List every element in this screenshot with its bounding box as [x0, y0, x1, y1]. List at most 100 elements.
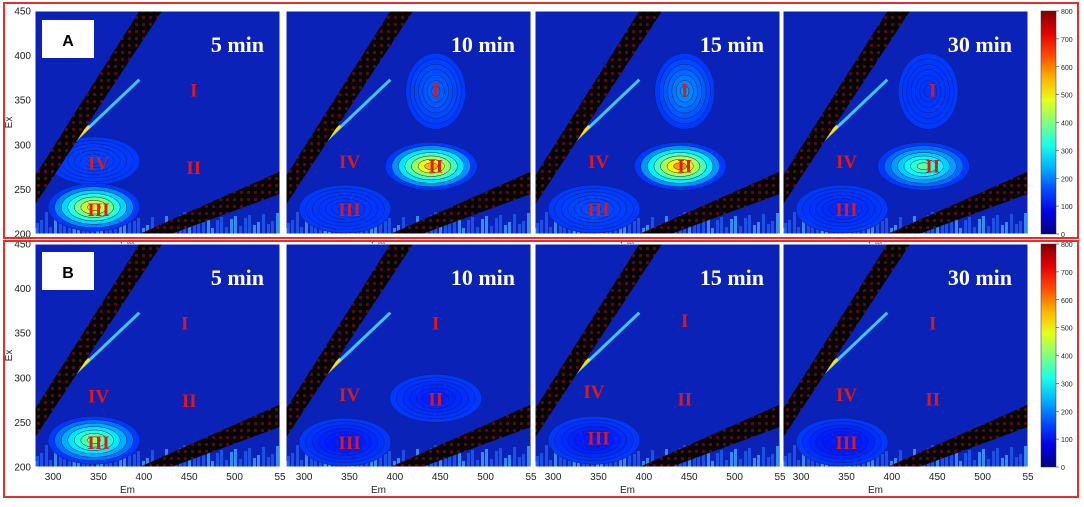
noise-mark — [899, 217, 902, 234]
noise-mark — [40, 220, 43, 234]
noise-mark — [623, 452, 626, 467]
noise-mark — [1015, 224, 1018, 234]
noise-mark — [757, 455, 760, 467]
noise-mark — [287, 223, 290, 234]
colorbar-tick-label: 500 — [1061, 326, 1073, 333]
noise-mark — [1001, 225, 1004, 234]
noise-mark — [123, 219, 126, 234]
time-label: 5 min — [211, 265, 264, 290]
region-label-IV: IV — [588, 152, 609, 173]
region-label-III: III — [87, 200, 109, 221]
panel-b-colorbar: 0 100 200 300 400 500 600 700 800 — [1040, 242, 1073, 472]
subplot-border — [285, 10, 532, 235]
noise-mark — [495, 218, 498, 234]
noise-mark — [527, 213, 530, 234]
noise-mark — [202, 454, 205, 467]
noise-mark — [388, 218, 391, 234]
noise-mark — [1024, 446, 1027, 467]
noise-mark — [397, 458, 400, 467]
peak-III — [47, 182, 141, 232]
noise-mark — [137, 451, 140, 467]
scatter-band-lower — [139, 171, 280, 234]
noise-mark — [711, 461, 714, 467]
noise-mark — [73, 461, 76, 467]
subplot-plot-area — [535, 11, 780, 234]
noise-mark — [545, 445, 548, 467]
panel-b-ytick: 200 — [14, 463, 31, 474]
subplot-plot-area — [535, 244, 780, 467]
region-label-IV: IV — [339, 152, 360, 173]
xlabel: Em — [371, 485, 386, 496]
noise-mark — [276, 213, 279, 234]
panel-a-colorbar: 0 100 200 300 400 500 600 700 800 — [1040, 9, 1073, 239]
peak-III — [547, 415, 641, 465]
noise-mark — [788, 220, 791, 234]
noise-mark — [133, 454, 136, 467]
noise-mark — [220, 217, 223, 234]
colorbar-tick-label: 700 — [1061, 270, 1073, 277]
peak-contour — [87, 157, 101, 165]
panel-label-box — [42, 252, 94, 290]
peak-contour — [338, 438, 352, 446]
xtick: 300 — [545, 472, 562, 483]
noise-mark — [462, 461, 465, 467]
subplot-plot-area — [35, 11, 280, 234]
peak-contour — [87, 203, 101, 211]
noise-mark — [393, 228, 396, 234]
noise-mark — [549, 227, 552, 234]
noise-mark — [49, 460, 52, 467]
region-label-III: III — [87, 433, 109, 454]
noise-mark — [499, 215, 502, 234]
noise-mark — [207, 446, 210, 467]
noise-mark — [554, 452, 557, 467]
colorbar-tick-label: 700 — [1061, 37, 1073, 44]
noise-mark — [462, 228, 465, 234]
peak-contour — [424, 162, 439, 170]
colorbar-tick-label: 300 — [1061, 148, 1073, 155]
noise-mark — [467, 453, 470, 467]
panel-a-ytick: 200 — [14, 230, 31, 241]
noise-mark — [642, 461, 645, 467]
noise-mark — [244, 451, 247, 467]
scatter-band-upper — [286, 244, 414, 438]
noise-mark — [978, 452, 981, 467]
panel-b-ytick: 350 — [14, 329, 31, 340]
xtick: 350 — [590, 472, 607, 483]
panel-a-ytick: 450 — [14, 7, 31, 18]
noise-mark — [188, 222, 191, 234]
region-label-I: I — [929, 313, 936, 334]
noise-mark — [45, 445, 48, 467]
noise-mark — [702, 454, 705, 467]
region-label-IV: IV — [836, 385, 857, 406]
noise-mark — [253, 225, 256, 234]
region-label-I: I — [432, 313, 439, 334]
xlabel: Em — [868, 485, 883, 496]
scatter-band-lower — [390, 404, 531, 467]
xtick: 400 — [636, 472, 653, 483]
panel-b-label: B — [42, 252, 94, 290]
xtick: 450 — [432, 472, 449, 483]
region-label-II: II — [677, 389, 692, 410]
xtick: 500 — [974, 472, 991, 483]
region-label-III: III — [835, 433, 857, 454]
peak-I — [654, 53, 715, 130]
region-label-III: III — [338, 433, 360, 454]
noise-mark — [119, 222, 122, 234]
noise-mark — [964, 220, 967, 234]
panel-b-ytick: 300 — [14, 373, 31, 384]
noise-mark — [230, 219, 233, 234]
noise-mark — [797, 227, 800, 234]
scatter-band-upper — [783, 244, 911, 438]
noise-mark — [244, 218, 247, 234]
xlabel: Em — [120, 485, 135, 496]
noise-mark — [734, 449, 737, 467]
noise-mark — [767, 224, 770, 234]
noise-mark — [619, 455, 622, 467]
noise-mark — [453, 454, 456, 467]
xtick: 500 — [726, 472, 743, 483]
peak-contour — [680, 85, 690, 97]
